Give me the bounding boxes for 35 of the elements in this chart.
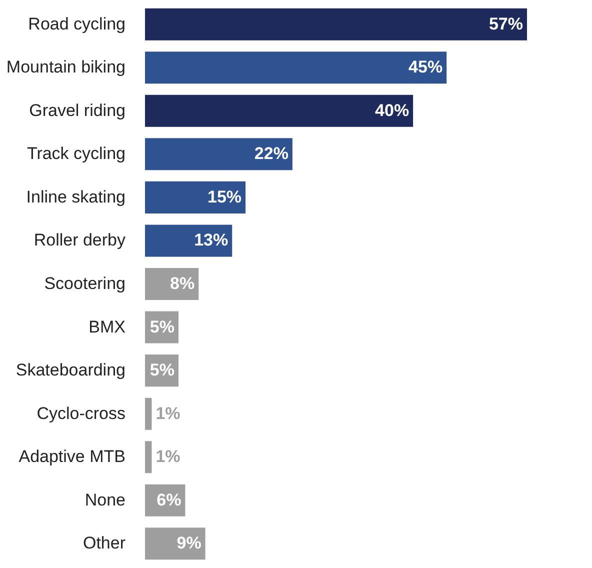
bar [145,8,527,40]
y-tick-label: Roller derby [34,230,126,250]
data-label: 40% [375,100,410,120]
bar [145,441,152,474]
y-tick-label: None [84,490,126,510]
y-tick-label: Gravel riding [29,100,126,120]
y-tick-label: Scootering [44,274,126,293]
data-label: 1% [156,447,180,466]
bar [145,181,246,214]
data-label: 22% [254,144,288,164]
y-tick-label: Mountain biking [6,58,126,77]
bar [145,528,206,560]
data-label: 8% [170,274,195,293]
data-label: 9% [176,534,202,553]
data-label: 15% [207,187,242,206]
data-label: 13% [194,230,228,250]
bar [145,94,414,127]
y-tick-label: Adaptive MTB [18,447,126,466]
y-tick-label: Road cycling [28,14,126,34]
bar [145,224,232,257]
data-label: 5% [150,317,175,336]
data-label: 1% [156,404,180,423]
y-tick-label: Skateboarding [16,360,126,380]
y-tick-label: Cyclo-cross [36,404,126,423]
data-label: 5% [150,360,175,380]
data-label: 6% [156,490,182,510]
y-tick-label: Inline skating [26,187,126,206]
bar [145,398,152,430]
y-tick-label: Other [82,534,126,553]
data-label: 45% [408,58,443,77]
bar [145,52,447,84]
y-tick-label: BMX [88,317,126,336]
y-tick-label: Track cycling [26,144,126,164]
data-label: 57% [488,14,523,34]
bar [145,138,292,170]
